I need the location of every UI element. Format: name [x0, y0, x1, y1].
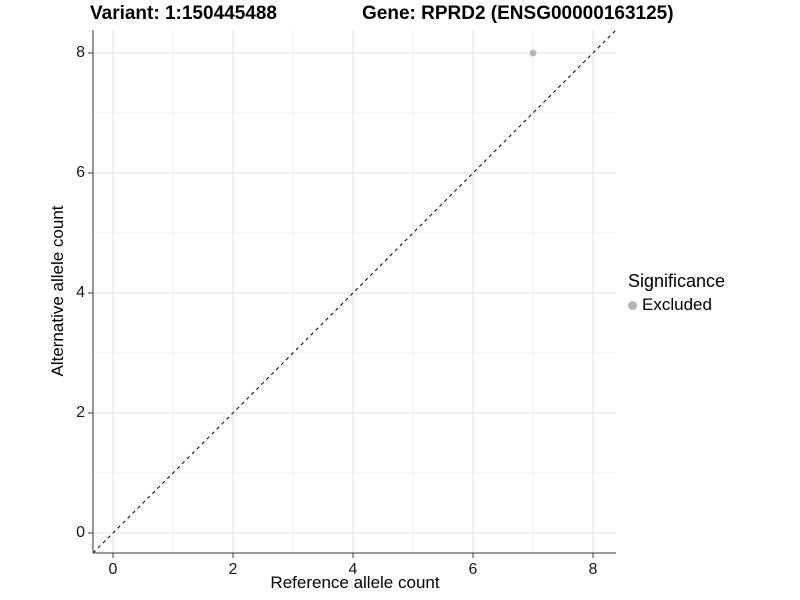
- y-tick-label: 4: [76, 284, 85, 301]
- y-tick-label: 2: [76, 404, 85, 421]
- y-tick-label: 0: [76, 524, 85, 541]
- excluded-point-icon: [628, 300, 637, 310]
- y-tick-label: 6: [76, 163, 85, 181]
- x-tick-label: 0: [108, 561, 118, 578]
- x-tick-label: 8: [588, 561, 598, 578]
- x-tick-label: 4: [348, 561, 358, 578]
- legend: Significance Excluded: [628, 271, 725, 315]
- y-axis-title: Alternative allele count: [48, 205, 67, 377]
- x-tick-label: 2: [228, 561, 238, 578]
- identity-reference-line: [92, 29, 617, 554]
- variant-title: Variant: 1:150445488: [90, 3, 277, 24]
- x-axis-title: Reference allele count: [270, 573, 440, 592]
- legend-item-excluded: Excluded: [628, 295, 725, 315]
- data-point: [529, 49, 537, 57]
- y-tick-label: 8: [76, 43, 85, 61]
- gene-title: Gene: RPRD2 (ENSG00000163125): [362, 3, 674, 24]
- x-tick-label: 6: [468, 561, 478, 578]
- legend-item-label: Excluded: [642, 295, 712, 314]
- legend-title: Significance: [628, 271, 726, 291]
